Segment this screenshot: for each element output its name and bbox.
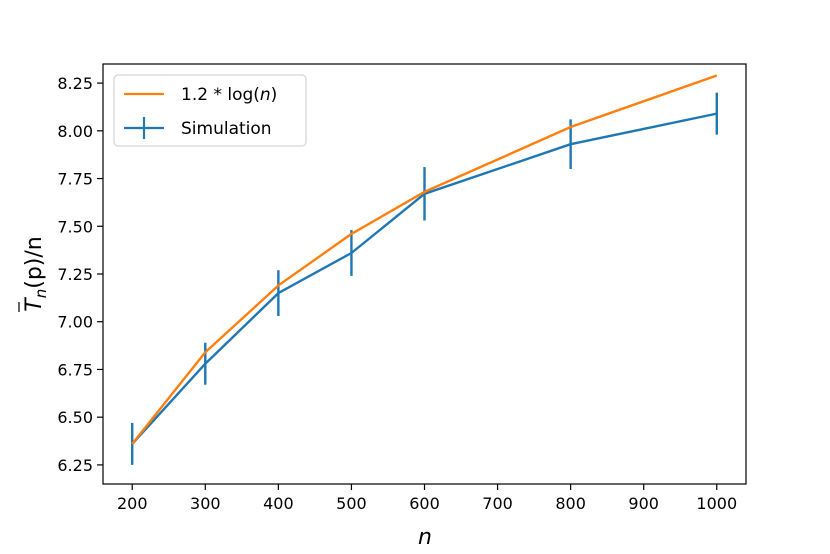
plot-area: [131, 74, 718, 465]
y-axis-label-tail: (p)/n: [22, 236, 47, 289]
x-tick-label: 700: [482, 494, 513, 513]
x-tick-label: 600: [409, 494, 440, 513]
series-line-log: [131, 74, 718, 445]
y-tick-label: 6.25: [57, 456, 93, 475]
series-line-simulation: [131, 112, 718, 445]
y-tick-label: 7.50: [57, 217, 93, 236]
x-axis-label: n: [418, 525, 432, 550]
y-axis: 6.25 6.50 6.75 7.00 7.25 7.50 7.75 8.00 8.25: [57, 74, 103, 475]
x-tick-label: 1000: [696, 494, 737, 513]
x-tick-label: 900: [628, 494, 659, 513]
y-tick-label: 7.00: [57, 313, 93, 332]
x-tick-label: 500: [336, 494, 367, 513]
y-tick-label: 6.75: [57, 360, 93, 379]
y-tick-label: 6.50: [57, 408, 93, 427]
y-axis-label: Tn(p)/n: [18, 236, 50, 312]
y-tick-label: 8.25: [57, 74, 93, 93]
x-tick-label: 800: [555, 494, 586, 513]
svg-text:Tn(p)/n: Tn(p)/n: [22, 236, 50, 311]
x-tick-label: 300: [190, 494, 221, 513]
y-axis-label-main: T: [22, 297, 47, 312]
y-tick-label: 8.00: [57, 122, 93, 141]
legend-label-simulation: Simulation: [181, 119, 272, 139]
legend: 1.2 * log(n) Simulation: [113, 74, 307, 147]
x-axis: 200 300 400 500 600 700 800 900 1000: [117, 484, 737, 513]
x-tick-label: 200: [117, 494, 148, 513]
y-tick-label: 7.75: [57, 170, 93, 189]
y-tick-label: 7.25: [57, 265, 93, 284]
y-axis-label-sub: n: [32, 289, 50, 299]
x-tick-label: 400: [263, 494, 294, 513]
legend-label-log: 1.2 * log(n): [181, 85, 277, 105]
